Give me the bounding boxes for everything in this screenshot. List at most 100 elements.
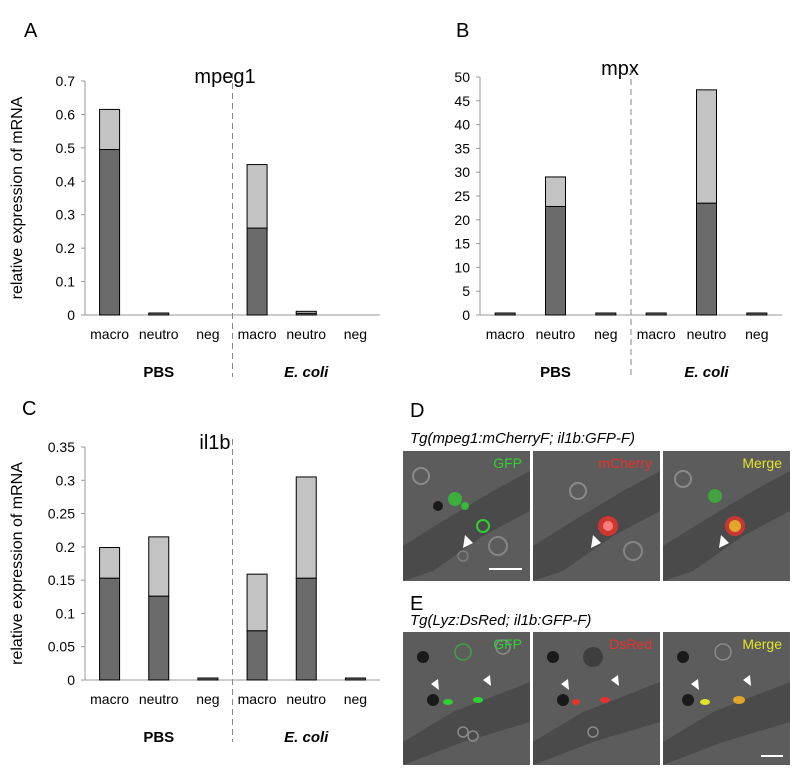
- x-tick-label: neg: [344, 691, 367, 707]
- bar-segment: [545, 205, 566, 316]
- chart-il1b: il1b 0 0.05 0.1 0.15 0.2 0.25 0.3 0.35 relative e…: [9, 432, 380, 746]
- x-tick-label: macro: [486, 326, 525, 342]
- y-tick-label: 0.5: [56, 140, 76, 156]
- chart-title: mpx: [601, 58, 639, 80]
- bar-segment: [696, 202, 717, 316]
- x-tick-label: neutro: [286, 691, 326, 707]
- bar-segment: [696, 89, 717, 204]
- micrograph-e-dsred-image: [533, 632, 660, 765]
- y-tick-label: 50: [454, 69, 470, 85]
- y-tick-label: 45: [454, 93, 470, 109]
- group-label: PBS: [540, 364, 571, 381]
- transgenic-line-title-e: Tg(Lyz:DsRed; il1b:GFP-F): [410, 612, 592, 629]
- bar-segment: [99, 547, 121, 579]
- micrograph-d-gfp: GFP: [403, 451, 530, 581]
- bar-segment: [148, 595, 170, 681]
- micrograph-e-dsred: DsRed: [533, 632, 660, 765]
- y-tick-label: 15: [454, 236, 470, 252]
- y-tick-label: 0.2: [56, 539, 76, 555]
- bar-segment: [645, 312, 667, 316]
- x-tick-label: neutro: [536, 326, 576, 342]
- x-tick-label: neutro: [286, 326, 326, 342]
- x-tick-label: neutro: [687, 326, 727, 342]
- y-tick-label: 30: [454, 164, 470, 180]
- y-tick-label: 0.35: [48, 439, 75, 455]
- transgenic-line-title-d: Tg(mpeg1:mCherryF; il1b:GFP-F): [410, 430, 636, 447]
- bar-segment: [148, 536, 170, 597]
- y-tick-label: 0: [67, 672, 75, 688]
- group-label: E. coli: [284, 364, 329, 381]
- panel-letter-a: A: [24, 20, 38, 42]
- x-tick-label: macro: [90, 691, 129, 707]
- bar-segment: [246, 164, 268, 229]
- bar-segment: [99, 577, 121, 681]
- x-tick-label: neg: [196, 326, 219, 342]
- bar-segment: [148, 312, 170, 316]
- y-tick-label: 10: [454, 259, 470, 275]
- bar-segment: [344, 677, 366, 681]
- group-label: E. coli: [684, 364, 729, 381]
- micrograph-d-merge-image: [663, 451, 790, 581]
- x-tick-label: neg: [745, 326, 768, 342]
- y-tick-label: 0: [67, 307, 75, 323]
- y-tick-label: 20: [454, 212, 470, 228]
- micrograph-e-merge-image: [663, 632, 790, 765]
- y-tick-label: 0: [462, 307, 470, 323]
- micrograph-e-gfp: GFP: [403, 632, 530, 765]
- group-label: PBS: [143, 364, 174, 381]
- bar-segment: [246, 573, 268, 632]
- y-tick-label: 0.2: [56, 240, 76, 256]
- micrograph-d-merge: Merge: [663, 451, 790, 581]
- arrowhead-icon: [431, 679, 439, 690]
- y-tick-label: 0.1: [56, 274, 76, 290]
- x-tick-label: macro: [238, 326, 277, 342]
- x-tick-label: macro: [90, 326, 129, 342]
- y-tick-label: 0.3: [56, 472, 76, 488]
- channel-label: mCherry: [598, 455, 652, 471]
- y-tick-label: 40: [454, 117, 470, 133]
- bar-segment: [295, 310, 317, 314]
- x-tick-label: neutro: [139, 326, 179, 342]
- bar-segment: [295, 577, 317, 681]
- y-tick-label: 0.4: [56, 173, 76, 189]
- channel-label: Merge: [742, 636, 782, 652]
- bar-segment: [197, 677, 219, 681]
- bar-segment: [746, 312, 768, 316]
- x-tick-label: neg: [594, 326, 617, 342]
- bar-segment: [295, 476, 317, 579]
- bar-segment: [99, 149, 121, 316]
- channel-label: GFP: [493, 455, 522, 471]
- x-tick-label: neg: [344, 326, 367, 342]
- y-tick-label: 35: [454, 140, 470, 156]
- panel-letter-b: B: [456, 20, 470, 42]
- micrograph-d-mcherry-image: [533, 451, 660, 581]
- x-tick-label: neg: [196, 691, 219, 707]
- bar-segment: [99, 108, 121, 151]
- y-tick-label: 0.15: [48, 572, 75, 588]
- y-tick-label: 0.7: [56, 73, 76, 89]
- bar-segment: [595, 312, 617, 316]
- group-label: PBS: [143, 729, 174, 746]
- chart-mpeg1: mpeg1 0 0.1 0.2 0.3 0.4 0.5 0.6 0.7 relative expr…: [9, 66, 380, 381]
- y-tick-label: 0.6: [56, 106, 76, 122]
- panel-letter-c: C: [22, 398, 37, 420]
- channel-label: GFP: [493, 636, 522, 652]
- y-tick-label: 0.3: [56, 207, 76, 223]
- chart-mpx: mpx 0 5 10 15 20 25 30 35 40 45 50 macro neutro neg mac…: [454, 58, 782, 381]
- y-tick-label: 5: [462, 283, 470, 299]
- chart-title: il1b: [199, 432, 230, 454]
- micrograph-e-gfp-image: [403, 632, 530, 765]
- y-tick-label: 0.25: [48, 506, 75, 522]
- arrowhead-icon: [483, 675, 491, 686]
- micrograph-d-gfp-image: [403, 451, 530, 581]
- y-axis-label: relative expression of mRNA: [9, 462, 26, 665]
- micrograph-d-mcherry: mCherry: [533, 451, 660, 581]
- y-tick-label: 25: [454, 188, 470, 204]
- y-tick-label: 0.1: [56, 605, 76, 621]
- y-axis-label: relative expression of mRNA: [9, 96, 26, 299]
- bar-segment: [246, 227, 268, 316]
- arrowhead-icon: [561, 679, 569, 690]
- channel-label: Merge: [742, 455, 782, 471]
- bar-segment: [494, 312, 516, 316]
